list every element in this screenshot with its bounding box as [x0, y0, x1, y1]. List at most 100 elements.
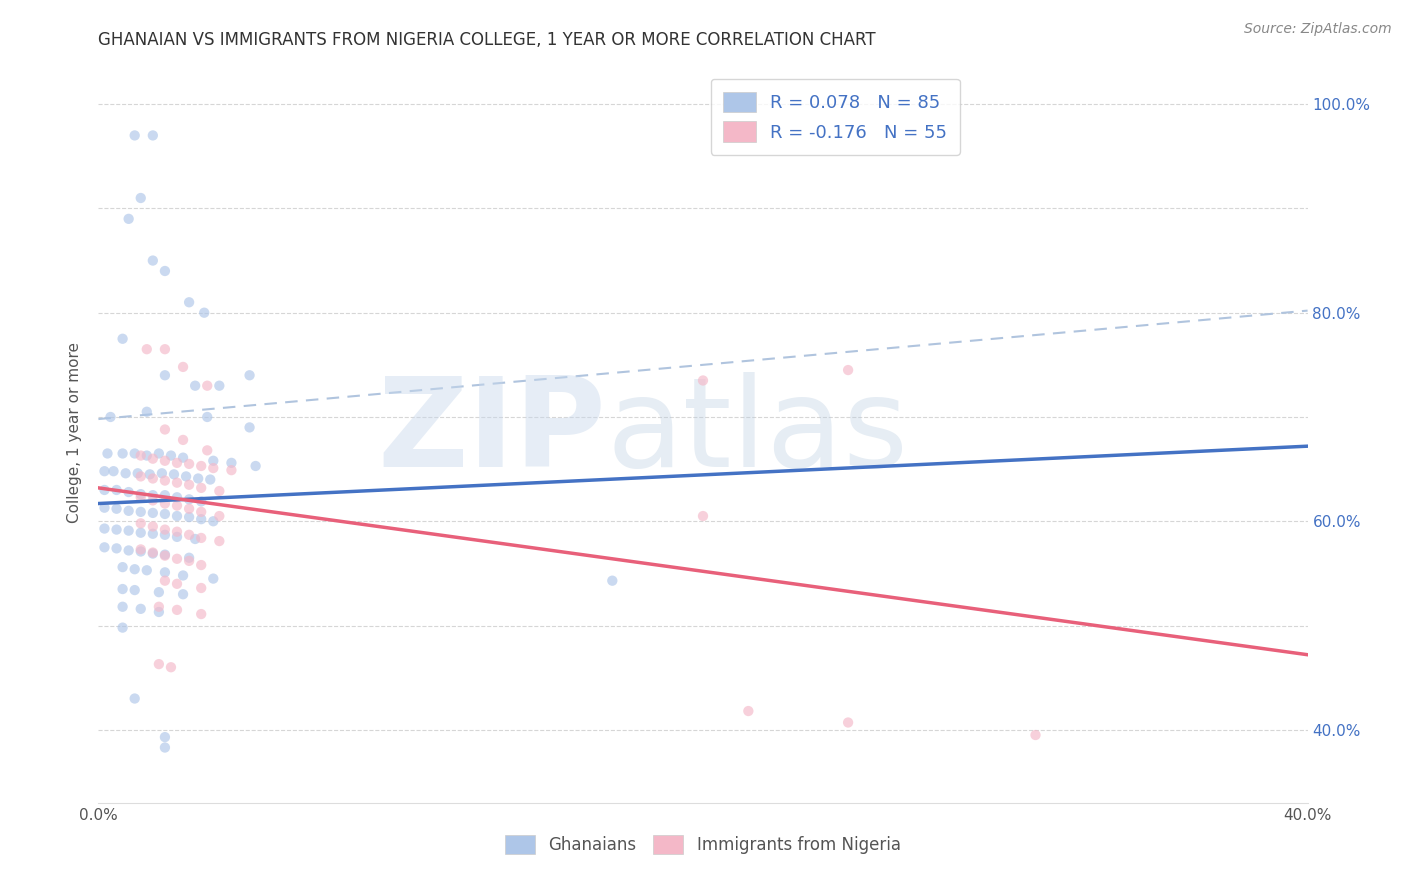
Point	[187, 471, 209, 485]
Point	[190, 531, 212, 545]
Point	[153, 528, 176, 542]
Point	[124, 128, 146, 143]
Point	[184, 378, 207, 392]
Point	[153, 264, 176, 278]
Point	[96, 446, 118, 460]
Point	[153, 454, 176, 468]
Point	[148, 657, 170, 672]
Point	[179, 492, 201, 507]
Point	[153, 549, 176, 563]
Point	[153, 368, 176, 383]
Point	[118, 211, 141, 226]
Point	[202, 454, 225, 468]
Point	[111, 582, 134, 596]
Legend: Ghanaians, Immigrants from Nigeria: Ghanaians, Immigrants from Nigeria	[499, 829, 907, 861]
Point	[172, 568, 194, 582]
Point	[153, 523, 176, 537]
Point	[172, 587, 194, 601]
Point	[837, 363, 859, 377]
Point	[142, 545, 165, 559]
Point	[142, 519, 165, 533]
Point	[153, 740, 176, 755]
Point	[142, 451, 165, 466]
Point	[208, 483, 231, 498]
Point	[135, 405, 157, 419]
Point	[153, 488, 176, 502]
Point	[166, 490, 188, 504]
Point	[93, 464, 115, 478]
Text: ZIP: ZIP	[378, 372, 606, 493]
Point	[202, 514, 225, 528]
Point	[184, 532, 207, 546]
Point	[105, 541, 128, 556]
Point	[190, 494, 212, 508]
Point	[179, 457, 201, 471]
Point	[153, 422, 176, 436]
Text: Source: ZipAtlas.com: Source: ZipAtlas.com	[1244, 22, 1392, 37]
Point	[166, 603, 188, 617]
Y-axis label: College, 1 year or more: College, 1 year or more	[67, 343, 83, 523]
Point	[190, 512, 212, 526]
Point	[129, 525, 152, 540]
Point	[129, 490, 152, 504]
Point	[93, 483, 115, 497]
Point	[166, 551, 188, 566]
Point	[160, 660, 183, 674]
Point	[129, 469, 152, 483]
Point	[150, 467, 173, 481]
Point	[127, 467, 149, 481]
Point	[1024, 728, 1046, 742]
Point	[195, 409, 218, 424]
Point	[142, 471, 165, 485]
Point	[124, 583, 146, 598]
Point	[221, 463, 243, 477]
Point	[190, 458, 212, 473]
Point	[179, 550, 201, 565]
Point	[245, 458, 267, 473]
Point	[239, 420, 262, 434]
Point	[142, 128, 165, 143]
Point	[179, 295, 201, 310]
Text: GHANAIAN VS IMMIGRANTS FROM NIGERIA COLLEGE, 1 YEAR OR MORE CORRELATION CHART: GHANAIAN VS IMMIGRANTS FROM NIGERIA COLL…	[98, 31, 876, 49]
Point	[105, 501, 128, 516]
Point	[166, 499, 188, 513]
Point	[118, 524, 141, 538]
Point	[190, 558, 212, 572]
Point	[193, 306, 215, 320]
Point	[153, 474, 176, 488]
Point	[148, 599, 170, 614]
Point	[190, 581, 212, 595]
Point	[190, 607, 212, 621]
Point	[153, 342, 176, 356]
Point	[118, 543, 141, 558]
Point	[172, 433, 194, 447]
Point	[124, 691, 146, 706]
Point	[208, 509, 231, 524]
Point	[153, 566, 176, 580]
Point	[166, 456, 188, 470]
Point	[111, 599, 134, 614]
Point	[100, 409, 122, 424]
Point	[93, 541, 115, 555]
Point	[166, 509, 188, 524]
Point	[105, 523, 128, 537]
Point	[129, 542, 152, 557]
Point	[124, 562, 146, 576]
Point	[166, 475, 188, 490]
Point	[129, 449, 152, 463]
Point	[195, 378, 218, 392]
Point	[153, 548, 176, 562]
Point	[160, 449, 183, 463]
Point	[239, 368, 262, 383]
Point	[200, 473, 222, 487]
Point	[221, 456, 243, 470]
Point	[129, 516, 152, 531]
Point	[153, 730, 176, 744]
Point	[737, 704, 759, 718]
Point	[111, 560, 134, 574]
Point	[172, 359, 194, 374]
Point	[93, 500, 115, 515]
Point	[153, 507, 176, 521]
Point	[179, 477, 201, 491]
Point	[139, 467, 162, 482]
